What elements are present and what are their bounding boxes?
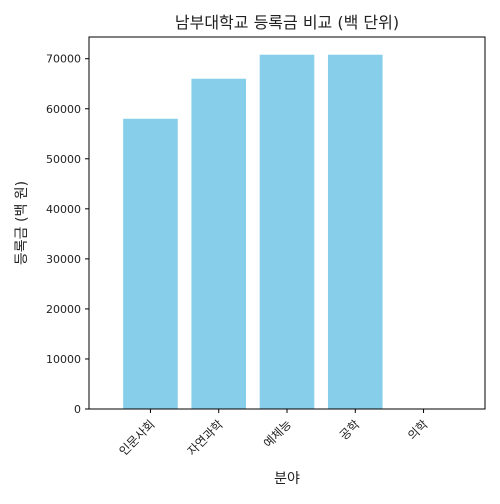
bar-2 (191, 78, 247, 410)
y-tick-label: 50000 (46, 153, 81, 166)
y-tick-label: 60000 (46, 103, 81, 116)
y-tick-label: 70000 (46, 53, 81, 66)
y-tick-label: 40000 (46, 203, 81, 216)
y-axis-label: 등록금 (백 원) (14, 181, 30, 265)
y-tick-label: 10000 (46, 353, 81, 366)
x-tick-label: 의학 (405, 417, 431, 443)
chart-title: 남부대학교 등록금 비교 (백 단위) (175, 13, 399, 32)
bar-1 (123, 118, 178, 410)
plot-frame (88, 36, 486, 410)
bars-group (123, 54, 383, 410)
bar-3 (259, 54, 315, 409)
x-axis-label: 분야 (274, 471, 300, 487)
bar-4 (327, 54, 383, 409)
y-tick-label: 20000 (46, 303, 81, 316)
x-tick-label: 예체능 (261, 417, 294, 450)
x-tick-label: 인문사회 (116, 417, 157, 458)
x-axis: 인문사회 자연과학 예체능 공학 의학 (116, 409, 431, 458)
x-tick-label: 자연과학 (185, 417, 226, 458)
y-axis: 0 10000 20000 30000 40000 50000 60000 70000 (46, 53, 89, 416)
y-tick-label: 30000 (46, 253, 81, 266)
y-tick-label: 0 (74, 403, 81, 416)
x-tick-label: 공학 (337, 417, 363, 443)
